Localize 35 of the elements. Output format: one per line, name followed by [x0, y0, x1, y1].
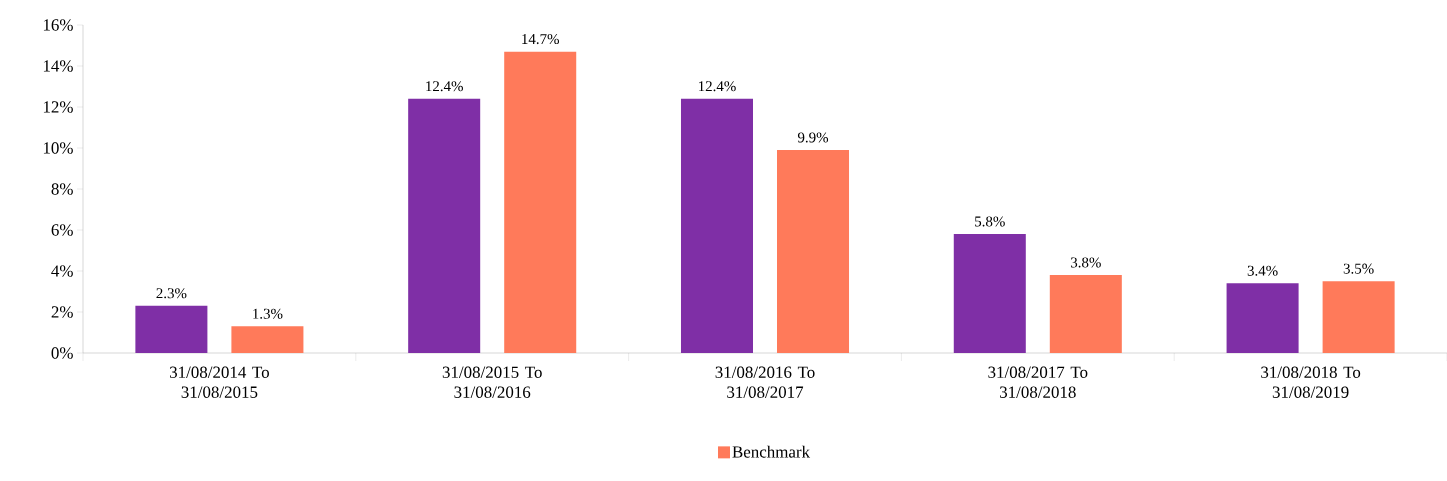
y-tick-label: 14% — [43, 60, 73, 72]
y-tick-label: 0% — [51, 347, 73, 359]
data-label: 3.4% — [1247, 265, 1278, 276]
bar — [777, 150, 850, 353]
bar — [504, 51, 577, 353]
bar — [135, 305, 208, 353]
data-label: 14.7% — [522, 33, 559, 45]
x-tick-label: 31/08/2018 To 31/08/2019 — [1261, 366, 1361, 398]
data-label: 3.5% — [1343, 263, 1374, 274]
y-tick-label: 2% — [51, 306, 73, 318]
data-label: 12.4% — [699, 81, 736, 92]
y-tick-label: 4% — [51, 265, 73, 277]
data-label: 12.4% — [426, 81, 463, 92]
bar — [1049, 275, 1122, 353]
x-tick-label: 31/08/2017 To 31/08/2018 — [988, 366, 1088, 398]
data-label: 3.8% — [1070, 257, 1101, 268]
y-tick-label: 6% — [51, 224, 73, 236]
x-tick-label: 31/08/2015 To 31/08/2016 — [442, 366, 542, 398]
bar — [953, 234, 1026, 353]
data-label: 9.9% — [797, 132, 829, 143]
bar — [1322, 281, 1395, 353]
legend-label: Benchmark — [732, 445, 811, 458]
bar — [1226, 283, 1299, 353]
data-label: 2.3% — [156, 288, 187, 299]
data-label: 5.8% — [975, 216, 1005, 227]
bar — [231, 326, 304, 353]
bar — [408, 98, 481, 353]
y-tick-label: 16% — [43, 19, 73, 31]
y-tick-label: 10% — [43, 142, 73, 154]
bar — [680, 98, 753, 353]
x-tick-label: 31/08/2016 To 31/08/2017 — [715, 366, 815, 398]
x-tick-label: 31/08/2014 To 31/08/2015 — [170, 366, 269, 398]
data-label: 1.3% — [253, 308, 283, 319]
y-tick-label: 12% — [43, 101, 73, 113]
y-tick-label: 8% — [51, 183, 73, 195]
